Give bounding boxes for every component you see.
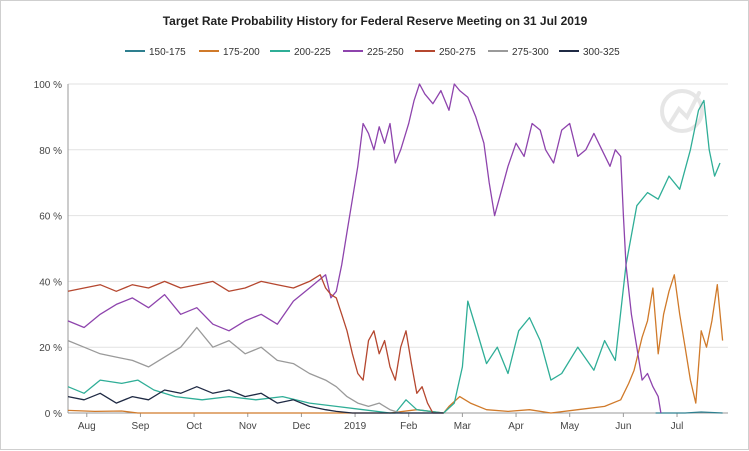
x-tick-label: Jul <box>671 421 684 432</box>
x-axis-ticks: Aug Sep Oct Nov Dec 2019 Feb Mar Apr May Jun Jul <box>78 413 684 432</box>
x-tick-label: Feb <box>400 421 418 432</box>
y-tick-label: 80 % <box>39 146 62 157</box>
series-line-300-325[interactable] <box>67 386 444 414</box>
series-line-175-200[interactable] <box>67 274 724 414</box>
x-tick-label: Apr <box>508 421 524 432</box>
legend-label: 300-325 <box>583 47 620 58</box>
legend: 150-175 175-200 200-225 225-250 250-275 275-3… <box>125 47 620 58</box>
series-line-150-175[interactable] <box>655 411 723 414</box>
x-tick-label: Aug <box>78 421 96 432</box>
logo-watermark-icon <box>660 89 704 133</box>
grid-lines <box>67 83 728 414</box>
chart-title: Target Rate Probability History for Fede… <box>163 14 588 28</box>
series-line-250-275[interactable] <box>67 274 444 414</box>
series-line-200-225[interactable] <box>67 99 721 414</box>
x-tick-label: Nov <box>239 421 257 432</box>
legend-item[interactable]: 275-300 <box>488 47 549 58</box>
x-tick-label: Mar <box>454 421 472 432</box>
legend-item[interactable]: 150-175 <box>125 47 186 58</box>
x-tick-label: Dec <box>293 421 311 432</box>
series-line-275-300[interactable] <box>67 326 444 414</box>
legend-label: 250-275 <box>439 47 476 58</box>
x-tick-label: 2019 <box>344 421 367 432</box>
series-line-225-250[interactable] <box>67 83 662 414</box>
x-tick-label: Sep <box>132 421 150 432</box>
y-tick-label: 60 % <box>39 212 62 223</box>
y-tick-label: 0 % <box>45 409 62 420</box>
legend-label: 225-250 <box>367 47 404 58</box>
legend-item[interactable]: 225-250 <box>343 47 404 58</box>
legend-label: 200-225 <box>294 47 331 58</box>
legend-label: 175-200 <box>223 47 260 58</box>
x-tick-label: May <box>560 421 579 432</box>
x-tick-label: Jun <box>615 421 631 432</box>
legend-label: 150-175 <box>149 47 186 58</box>
y-tick-label: 40 % <box>39 277 62 288</box>
x-tick-label: Oct <box>186 421 202 432</box>
legend-item[interactable]: 200-225 <box>270 47 331 58</box>
y-axis-ticks: 0 % 20 % 40 % 60 % 80 % 100 % <box>34 80 62 420</box>
legend-item[interactable]: 250-275 <box>415 47 476 58</box>
legend-label: 275-300 <box>512 47 549 58</box>
legend-item[interactable]: 300-325 <box>559 47 620 58</box>
series-layer <box>67 83 724 414</box>
y-tick-label: 20 % <box>39 343 62 354</box>
y-tick-label: 100 % <box>34 80 62 91</box>
legend-item[interactable]: 175-200 <box>199 47 260 58</box>
